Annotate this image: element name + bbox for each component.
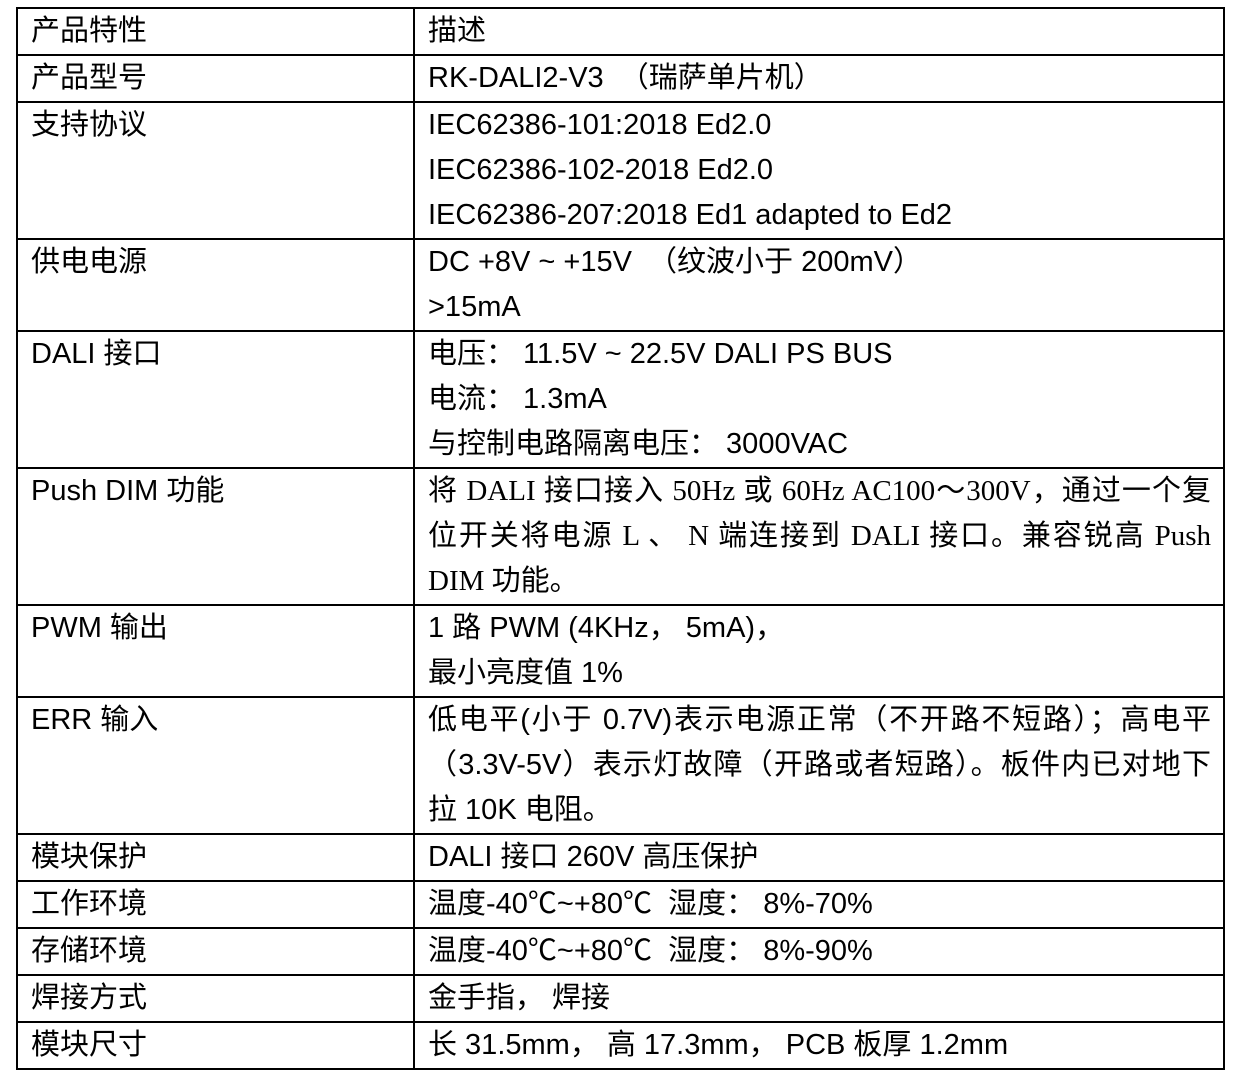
row-value-cell: 电压： 11.5V ~ 22.5V DALI PS BUS 电流： 1.3mA … xyxy=(413,330,1225,469)
value-line: 最小亮度值 1% xyxy=(428,657,623,689)
table-row-storage-environment: 存储环境 温度-40℃~+80℃ 湿度： 8%-90% xyxy=(16,927,1225,976)
row-label: 模块尺寸 xyxy=(31,1029,148,1061)
row-value-cell: 低电平(小于 0.7V)表示电源正常（不开路不短路）；高电平（3.3V-5V）表… xyxy=(413,696,1225,835)
value-line: 将 DALI 接口接入 50Hz 或 60Hz AC100～300V，通过一个复… xyxy=(428,475,1219,597)
table-row-model: 产品型号 RK-DALI2-V3 （瑞萨单片机） xyxy=(16,54,1225,103)
row-value-cell: DALI 接口 260V 高压保护 xyxy=(413,833,1225,882)
table-row-operating-environment: 工作环境 温度-40℃~+80℃ 湿度： 8%-70% xyxy=(16,880,1225,929)
table-row-dali-interface: DALI 接口 电压： 11.5V ~ 22.5V DALI PS BUS 电流… xyxy=(16,330,1225,469)
row-label-cell: 焊接方式 xyxy=(16,974,415,1023)
row-value-cell: 温度-40℃~+80℃ 湿度： 8%-70% xyxy=(413,880,1225,929)
value-line: IEC62386-207:2018 Ed1 adapted to Ed2 xyxy=(428,199,953,231)
table-header-row: 产品特性 描述 xyxy=(16,7,1225,56)
row-value-cell: 温度-40℃~+80℃ 湿度： 8%-90% xyxy=(413,927,1225,976)
spec-table: 产品特性 描述 产品型号 RK-DALI2-V3 （瑞萨单片机） 支持协议 xyxy=(16,7,1225,1070)
row-label: ERR 输入 xyxy=(31,704,159,736)
table-row-push-dim: Push DIM 功能 将 DALI 接口接入 50Hz 或 60Hz AC10… xyxy=(16,467,1225,606)
row-label-cell: DALI 接口 xyxy=(16,330,415,469)
row-label-cell: 模块尺寸 xyxy=(16,1021,415,1070)
table-row-err-input: ERR 输入 低电平(小于 0.7V)表示电源正常（不开路不短路）；高电平（3.… xyxy=(16,696,1225,835)
row-label-cell: PWM 输出 xyxy=(16,604,415,698)
row-label-cell: 支持协议 xyxy=(16,101,415,240)
row-label-cell: 产品型号 xyxy=(16,54,415,103)
value-line: 1 路 PWM (4KHz， 5mA)， xyxy=(428,612,785,644)
row-label-cell: 工作环境 xyxy=(16,880,415,929)
row-label: 供电电源 xyxy=(31,246,148,278)
row-label-cell: 存储环境 xyxy=(16,927,415,976)
value-line: 电流： 1.3mA xyxy=(428,383,607,415)
row-label: Push DIM 功能 xyxy=(31,475,225,507)
row-value-cell: IEC62386-101:2018 Ed2.0 IEC62386-102-201… xyxy=(413,101,1225,240)
table-row-module-dimensions: 模块尺寸 长 31.5mm， 高 17.3mm， PCB 板厚 1.2mm xyxy=(16,1021,1225,1070)
row-label: 工作环境 xyxy=(31,888,148,920)
value-line: 金手指， 焊接 xyxy=(428,982,611,1014)
value-line: 低电平(小于 0.7V)表示电源正常（不开路不短路）；高电平（3.3V-5V）表… xyxy=(428,704,1211,826)
table-row-pwm-output: PWM 输出 1 路 PWM (4KHz， 5mA)， 最小亮度值 1% xyxy=(16,604,1225,698)
value-line: 长 31.5mm， 高 17.3mm， PCB 板厚 1.2mm xyxy=(428,1029,1009,1061)
row-label-cell: Push DIM 功能 xyxy=(16,467,415,606)
row-label: 支持协议 xyxy=(31,109,148,141)
row-value-cell: DC +8V ~ +15V （纹波小于 200mV） >15mA xyxy=(413,238,1225,332)
value-line: RK-DALI2-V3 （瑞萨单片机） xyxy=(428,62,823,94)
row-value-cell: 1 路 PWM (4KHz， 5mA)， 最小亮度值 1% xyxy=(413,604,1225,698)
value-line: DC +8V ~ +15V （纹波小于 200mV） xyxy=(428,246,922,278)
header-cell-feature: 产品特性 xyxy=(16,7,415,56)
row-value-cell: 长 31.5mm， 高 17.3mm， PCB 板厚 1.2mm xyxy=(413,1021,1225,1070)
value-line: IEC62386-102-2018 Ed2.0 xyxy=(428,154,774,186)
table-row-module-protection: 模块保护 DALI 接口 260V 高压保护 xyxy=(16,833,1225,882)
row-label: PWM 输出 xyxy=(31,612,168,644)
value-line: DALI 接口 260V 高压保护 xyxy=(428,841,759,873)
table-row-soldering-method: 焊接方式 金手指， 焊接 xyxy=(16,974,1225,1023)
row-label: DALI 接口 xyxy=(31,338,162,370)
value-line: >15mA xyxy=(428,291,521,323)
value-line: 与控制电路隔离电压： 3000VAC xyxy=(428,428,849,460)
table-row-power-supply: 供电电源 DC +8V ~ +15V （纹波小于 200mV） >15mA xyxy=(16,238,1225,332)
row-label-cell: ERR 输入 xyxy=(16,696,415,835)
row-label-cell: 供电电源 xyxy=(16,238,415,332)
value-line: 温度-40℃~+80℃ 湿度： 8%-90% xyxy=(428,935,873,967)
value-line: 温度-40℃~+80℃ 湿度： 8%-70% xyxy=(428,888,873,920)
row-label: 产品型号 xyxy=(31,62,148,94)
header-description-label: 描述 xyxy=(428,15,487,47)
row-value-cell: 金手指， 焊接 xyxy=(413,974,1225,1023)
value-line: IEC62386-101:2018 Ed2.0 xyxy=(428,109,772,141)
row-label: 焊接方式 xyxy=(31,982,148,1014)
row-value-cell: 将 DALI 接口接入 50Hz 或 60Hz AC100～300V，通过一个复… xyxy=(413,467,1225,606)
value-line: 电压： 11.5V ~ 22.5V DALI PS BUS xyxy=(428,338,893,370)
row-label-cell: 模块保护 xyxy=(16,833,415,882)
table-row-protocols: 支持协议 IEC62386-101:2018 Ed2.0 IEC62386-10… xyxy=(16,101,1225,240)
header-feature-label: 产品特性 xyxy=(31,15,148,47)
row-label: 存储环境 xyxy=(31,935,148,967)
row-value-cell: RK-DALI2-V3 （瑞萨单片机） xyxy=(413,54,1225,103)
row-label: 模块保护 xyxy=(31,841,148,873)
header-cell-description: 描述 xyxy=(413,7,1225,56)
